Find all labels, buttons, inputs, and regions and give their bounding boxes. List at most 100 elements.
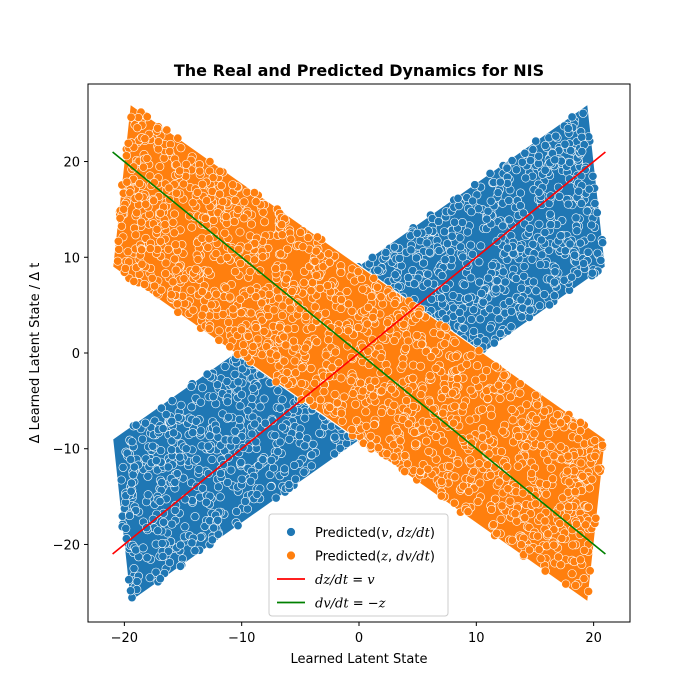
scatter-point — [567, 569, 577, 579]
scatter-point — [358, 386, 368, 396]
scatter-point — [353, 322, 363, 332]
scatter-point — [466, 240, 476, 250]
scatter-point — [463, 293, 473, 303]
scatter-point — [555, 502, 565, 512]
scatter-point — [221, 212, 231, 222]
scatter-point — [437, 271, 447, 281]
scatter-point — [539, 289, 549, 299]
scatter-point — [336, 267, 346, 277]
scatter-point — [510, 509, 520, 519]
scatter-point — [305, 395, 315, 405]
scatter-point — [524, 545, 534, 555]
legend-marker — [286, 550, 296, 561]
scatter-point — [251, 197, 261, 207]
scatter-point — [505, 496, 515, 506]
scatter-point — [368, 391, 378, 401]
x-tick-label: 20 — [585, 631, 602, 646]
scatter-point — [123, 138, 133, 148]
scatter-point — [464, 486, 474, 496]
scatter-point — [181, 159, 191, 169]
scatter-point — [367, 335, 377, 345]
scatter-point — [202, 369, 212, 379]
scatter-point — [275, 437, 285, 447]
scatter-point — [449, 303, 459, 313]
scatter-point — [409, 427, 419, 437]
scatter-point — [170, 254, 180, 264]
scatter-point — [221, 283, 231, 293]
scatter-point — [122, 177, 132, 187]
scatter-point — [272, 351, 282, 361]
scatter-point — [579, 545, 589, 555]
scatter-point — [205, 311, 215, 321]
scatter-point — [186, 285, 196, 295]
scatter-point — [140, 134, 150, 144]
scatter-point — [216, 181, 226, 191]
scatter-point — [519, 261, 529, 271]
scatter-point — [475, 314, 485, 324]
scatter-point — [442, 239, 452, 249]
scatter-point — [556, 418, 566, 428]
scatter-point — [591, 513, 601, 523]
scatter-point — [409, 279, 419, 289]
scatter-point — [269, 305, 279, 315]
scatter-point — [369, 273, 379, 283]
scatter-point — [213, 380, 223, 390]
scatter-point — [502, 163, 512, 173]
scatter-point — [449, 498, 459, 508]
scatter-point — [543, 529, 553, 539]
scatter-point — [167, 416, 177, 426]
scatter-point — [248, 383, 258, 393]
x-tick-label: 10 — [468, 631, 485, 646]
scatter-point — [441, 283, 451, 293]
scatter-point — [347, 425, 357, 435]
scatter-point — [519, 271, 529, 281]
scatter-point — [172, 299, 182, 309]
scatter-point — [577, 147, 587, 157]
scatter-point — [175, 561, 185, 571]
scatter-point — [159, 517, 169, 527]
scatter-point — [119, 204, 129, 214]
scatter-point — [437, 393, 447, 403]
scatter-point — [307, 450, 317, 460]
scatter-point — [486, 470, 496, 480]
scatter-point — [424, 446, 434, 456]
scatter-point — [131, 545, 141, 555]
scatter-point — [408, 401, 418, 411]
scatter-point — [376, 352, 386, 362]
scatter-point — [358, 284, 368, 294]
scatter-point — [521, 442, 531, 452]
scatter-point — [310, 256, 320, 266]
scatter-point — [406, 245, 416, 255]
scatter-point — [191, 454, 201, 464]
scatter-point — [318, 262, 328, 272]
scatter-point — [125, 511, 135, 521]
scatter-point — [164, 183, 174, 193]
scatter-point — [517, 417, 527, 427]
scatter-point — [129, 462, 139, 472]
scatter-point — [453, 193, 463, 203]
legend-item: Predicted(z, dv/dt) — [286, 550, 435, 565]
scatter-point — [203, 242, 213, 252]
scatter-point — [469, 466, 479, 476]
scatter-point — [494, 477, 504, 487]
scatter-point — [171, 265, 181, 275]
scatter-point — [507, 535, 517, 545]
scatter-point — [363, 346, 373, 356]
scatter-point — [218, 197, 228, 207]
scatter-point — [483, 393, 493, 403]
scatter-point — [544, 245, 554, 255]
scatter-point — [479, 442, 489, 452]
scatter-point — [213, 529, 223, 539]
scatter-point — [518, 488, 528, 498]
scatter-point — [588, 171, 598, 181]
scatter-point — [336, 373, 346, 383]
scatter-point — [472, 361, 482, 371]
scatter-point — [417, 339, 427, 349]
scatter-point — [203, 468, 213, 478]
scatter-point — [298, 242, 308, 252]
scatter-point — [156, 236, 166, 246]
scatter-point — [590, 199, 600, 209]
scatter-point — [416, 361, 426, 371]
legend-item: dz/dt = v — [277, 573, 375, 588]
scatter-point — [271, 377, 281, 387]
